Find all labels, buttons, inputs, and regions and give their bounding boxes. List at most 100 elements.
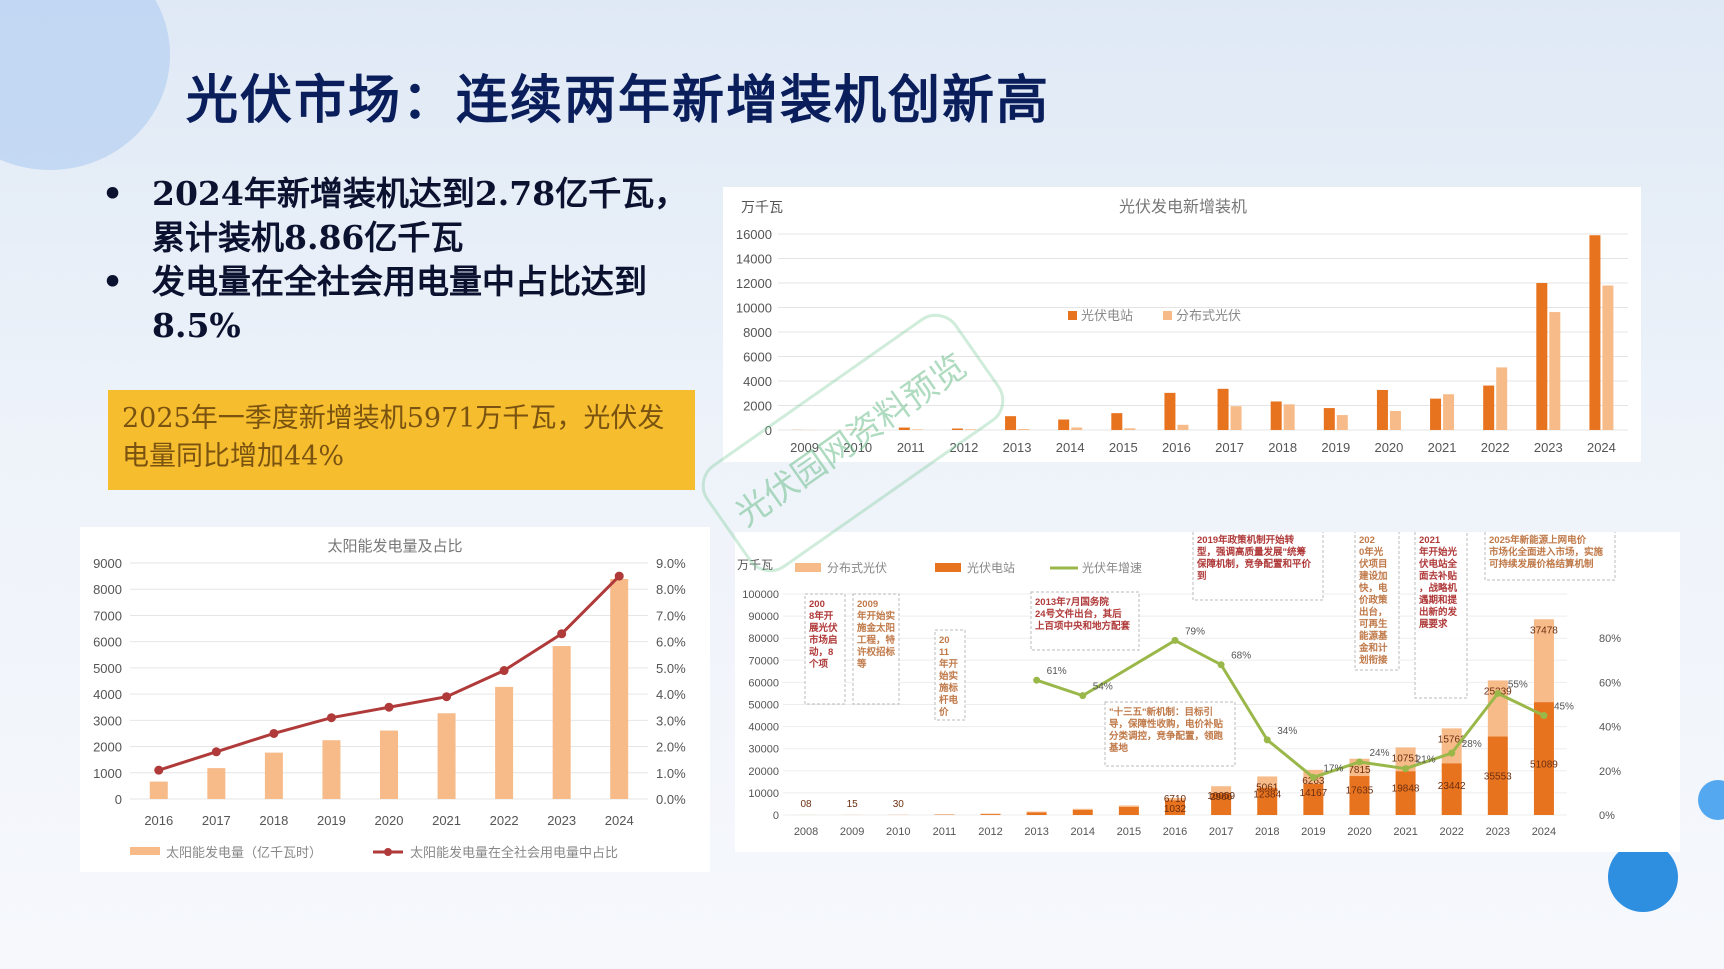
chart2-xtick: 2016 xyxy=(144,813,173,828)
chart3-xtick: 2011 xyxy=(933,826,957,838)
chart3-growth-label: 24% xyxy=(1369,748,1389,759)
chart1-xtick: 2012 xyxy=(949,440,978,455)
chart1-xtick: 2019 xyxy=(1321,440,1350,455)
chart3-bar-station-2015 xyxy=(1118,806,1139,815)
bullet-item-1: 2024年新增装机达到2.78亿千瓦，累计装机8.86亿千瓦 xyxy=(102,172,702,260)
chart3-label-station: 14167 xyxy=(1299,788,1327,799)
chart2-xtick: 2019 xyxy=(317,813,346,828)
chart3-ytick: 0 xyxy=(773,810,779,822)
chart1-bar-2024-0 xyxy=(1589,235,1601,430)
chart3-label-distributed: 2966 xyxy=(1210,792,1233,803)
chart1-bar-2022-0 xyxy=(1483,385,1495,430)
chart1-xtick: 2015 xyxy=(1109,440,1138,455)
chart2-bar-2022 xyxy=(495,686,514,799)
chart3-growth-label: 34% xyxy=(1277,726,1297,737)
chart3-bar-station-2016 xyxy=(1165,800,1185,815)
chart1-bar-2015-0 xyxy=(1111,413,1123,430)
chart1-xtick: 2011 xyxy=(897,440,925,455)
chart1-ytick: 6000 xyxy=(743,350,772,365)
chart3-growth-point xyxy=(1448,749,1456,757)
chart2-ytick: 4000 xyxy=(93,687,122,702)
chart1-bar-2011-1 xyxy=(911,429,923,430)
chart3-label-station: 19848 xyxy=(1392,784,1420,795)
chart3-label-station: 10059 xyxy=(1207,791,1235,802)
chart3-bar-station-2012 xyxy=(980,814,1001,815)
chart1-ytick: 10000 xyxy=(736,301,772,316)
chart3-xtick: 2020 xyxy=(1347,826,1371,838)
chart2-ytick: 0 xyxy=(115,792,122,807)
chart1-xtick: 2021 xyxy=(1428,440,1457,455)
chart3-growth-point xyxy=(1540,712,1548,720)
chart1-bar-2023-1 xyxy=(1549,312,1561,430)
chart1-bar-2016-1 xyxy=(1177,424,1189,430)
chart1-legend-swatch xyxy=(1163,311,1172,320)
chart-panel-solar-generation: 太阳能发电量及占比 0 1000 2000 3000 4000 5000 6000 7000 80… xyxy=(80,527,710,872)
chart3-growth-label: 79% xyxy=(1185,626,1205,637)
chart3-label-distributed: 7815 xyxy=(1348,765,1371,776)
chart2-bar-2021 xyxy=(437,713,456,799)
chart1-bar-2016-0 xyxy=(1164,392,1176,430)
chart2-legend-swatch-bar xyxy=(130,847,160,855)
chart2-ytick: 2000 xyxy=(93,740,122,755)
chart3-growth-label: 45% xyxy=(1554,702,1574,713)
bullet-list: 2024年新增装机达到2.78亿千瓦，累计装机8.86亿千瓦 发电量在全社会用电… xyxy=(102,172,702,348)
chart2-y2tick: 5.0% xyxy=(656,661,686,676)
chart3-y2tick: 80% xyxy=(1599,633,1621,645)
chart-cumulative: 万千瓦 0 10000 20000 30000 40000 50000 60000 70000 8… xyxy=(737,529,1621,838)
chart1-bar-2015-1 xyxy=(1124,428,1136,430)
chart3-annotation-text-3: 20 11 年开始实施标杆电价 xyxy=(939,635,959,718)
chart2-y2tick: 6.0% xyxy=(656,635,686,650)
chart3-annotation-box-1 xyxy=(804,593,846,705)
chart2-y2tick: 2.0% xyxy=(656,740,686,755)
chart1-bar-2011-0 xyxy=(898,427,910,430)
chart3-bar-station-2019 xyxy=(1303,783,1324,815)
chart1-ytick: 2000 xyxy=(743,399,772,414)
chart3-growth-point xyxy=(1309,773,1317,781)
chart3-label-station: 6710 xyxy=(1164,794,1187,805)
chart3-annotation-box-9 xyxy=(1484,529,1616,581)
chart1-bar-2012-1 xyxy=(964,429,976,430)
chart2-ytick: 6000 xyxy=(93,635,122,650)
chart1-legend-label: 分布式光伏 xyxy=(1176,308,1241,323)
chart3-annotation-box-7 xyxy=(1354,529,1400,671)
chart1-ytick: 4000 xyxy=(743,374,772,389)
chart3-label-distributed: 5061 xyxy=(1256,782,1279,793)
chart2-share-point-2021 xyxy=(442,692,452,702)
chart3-bar-station-2013 xyxy=(1026,812,1047,815)
chart1-xtick: 2022 xyxy=(1481,440,1510,455)
chart3-bar-distributed-2018 xyxy=(1257,776,1278,788)
chart2-xtick: 2022 xyxy=(490,813,519,828)
bullet-item-2: 发电量在全社会用电量中占比达到8.5% xyxy=(102,260,702,348)
chart3-ytick: 10000 xyxy=(748,788,779,800)
chart3-xtick: 2013 xyxy=(1024,826,1048,838)
chart3-annotation-box-4 xyxy=(1030,591,1140,651)
chart2-y2tick: 4.0% xyxy=(656,687,686,702)
decor-circle-bottom-right xyxy=(1608,842,1678,912)
chart2-xtick: 2018 xyxy=(259,813,288,828)
chart2-share-point-2017 xyxy=(211,747,221,757)
chart1-bar-2017-0 xyxy=(1217,388,1229,430)
chart2-xtick: 2023 xyxy=(547,813,576,828)
chart3-xtick: 2022 xyxy=(1439,826,1463,838)
chart1-xtick: 2024 xyxy=(1587,440,1616,455)
chart3-label-distributed: 15762 xyxy=(1438,734,1466,745)
chart3-bar-distributed-2017 xyxy=(1211,786,1232,793)
chart2-share-point-2024 xyxy=(614,571,624,581)
chart3-bar-distributed-2012 xyxy=(980,813,1001,815)
chart3-bar-distributed-2024 xyxy=(1533,619,1554,703)
chart1-xtick: 2014 xyxy=(1056,440,1085,455)
chart3-ytick: 90000 xyxy=(748,611,779,623)
chart3-y2tick: 60% xyxy=(1599,677,1621,689)
chart1-xtick: 2010 xyxy=(843,440,872,455)
chart-panel-cumulative: 万千瓦 0 10000 20000 30000 40000 50000 60000 70000 8… xyxy=(735,529,1680,852)
chart2-bar-2016 xyxy=(149,781,168,799)
chart1-unit: 万千瓦 xyxy=(741,199,783,215)
chart3-xtick: 2019 xyxy=(1301,826,1325,838)
chart3-bar-distributed-2016 xyxy=(1165,797,1185,801)
chart1-bar-2021-1 xyxy=(1443,394,1455,430)
chart3-growth-point xyxy=(1402,765,1410,773)
chart3-growth-label: 68% xyxy=(1231,651,1251,662)
chart1-bar-2017-1 xyxy=(1230,406,1242,430)
chart3-xtick: 2010 xyxy=(886,826,910,838)
chart2-bar-2024 xyxy=(610,578,629,799)
